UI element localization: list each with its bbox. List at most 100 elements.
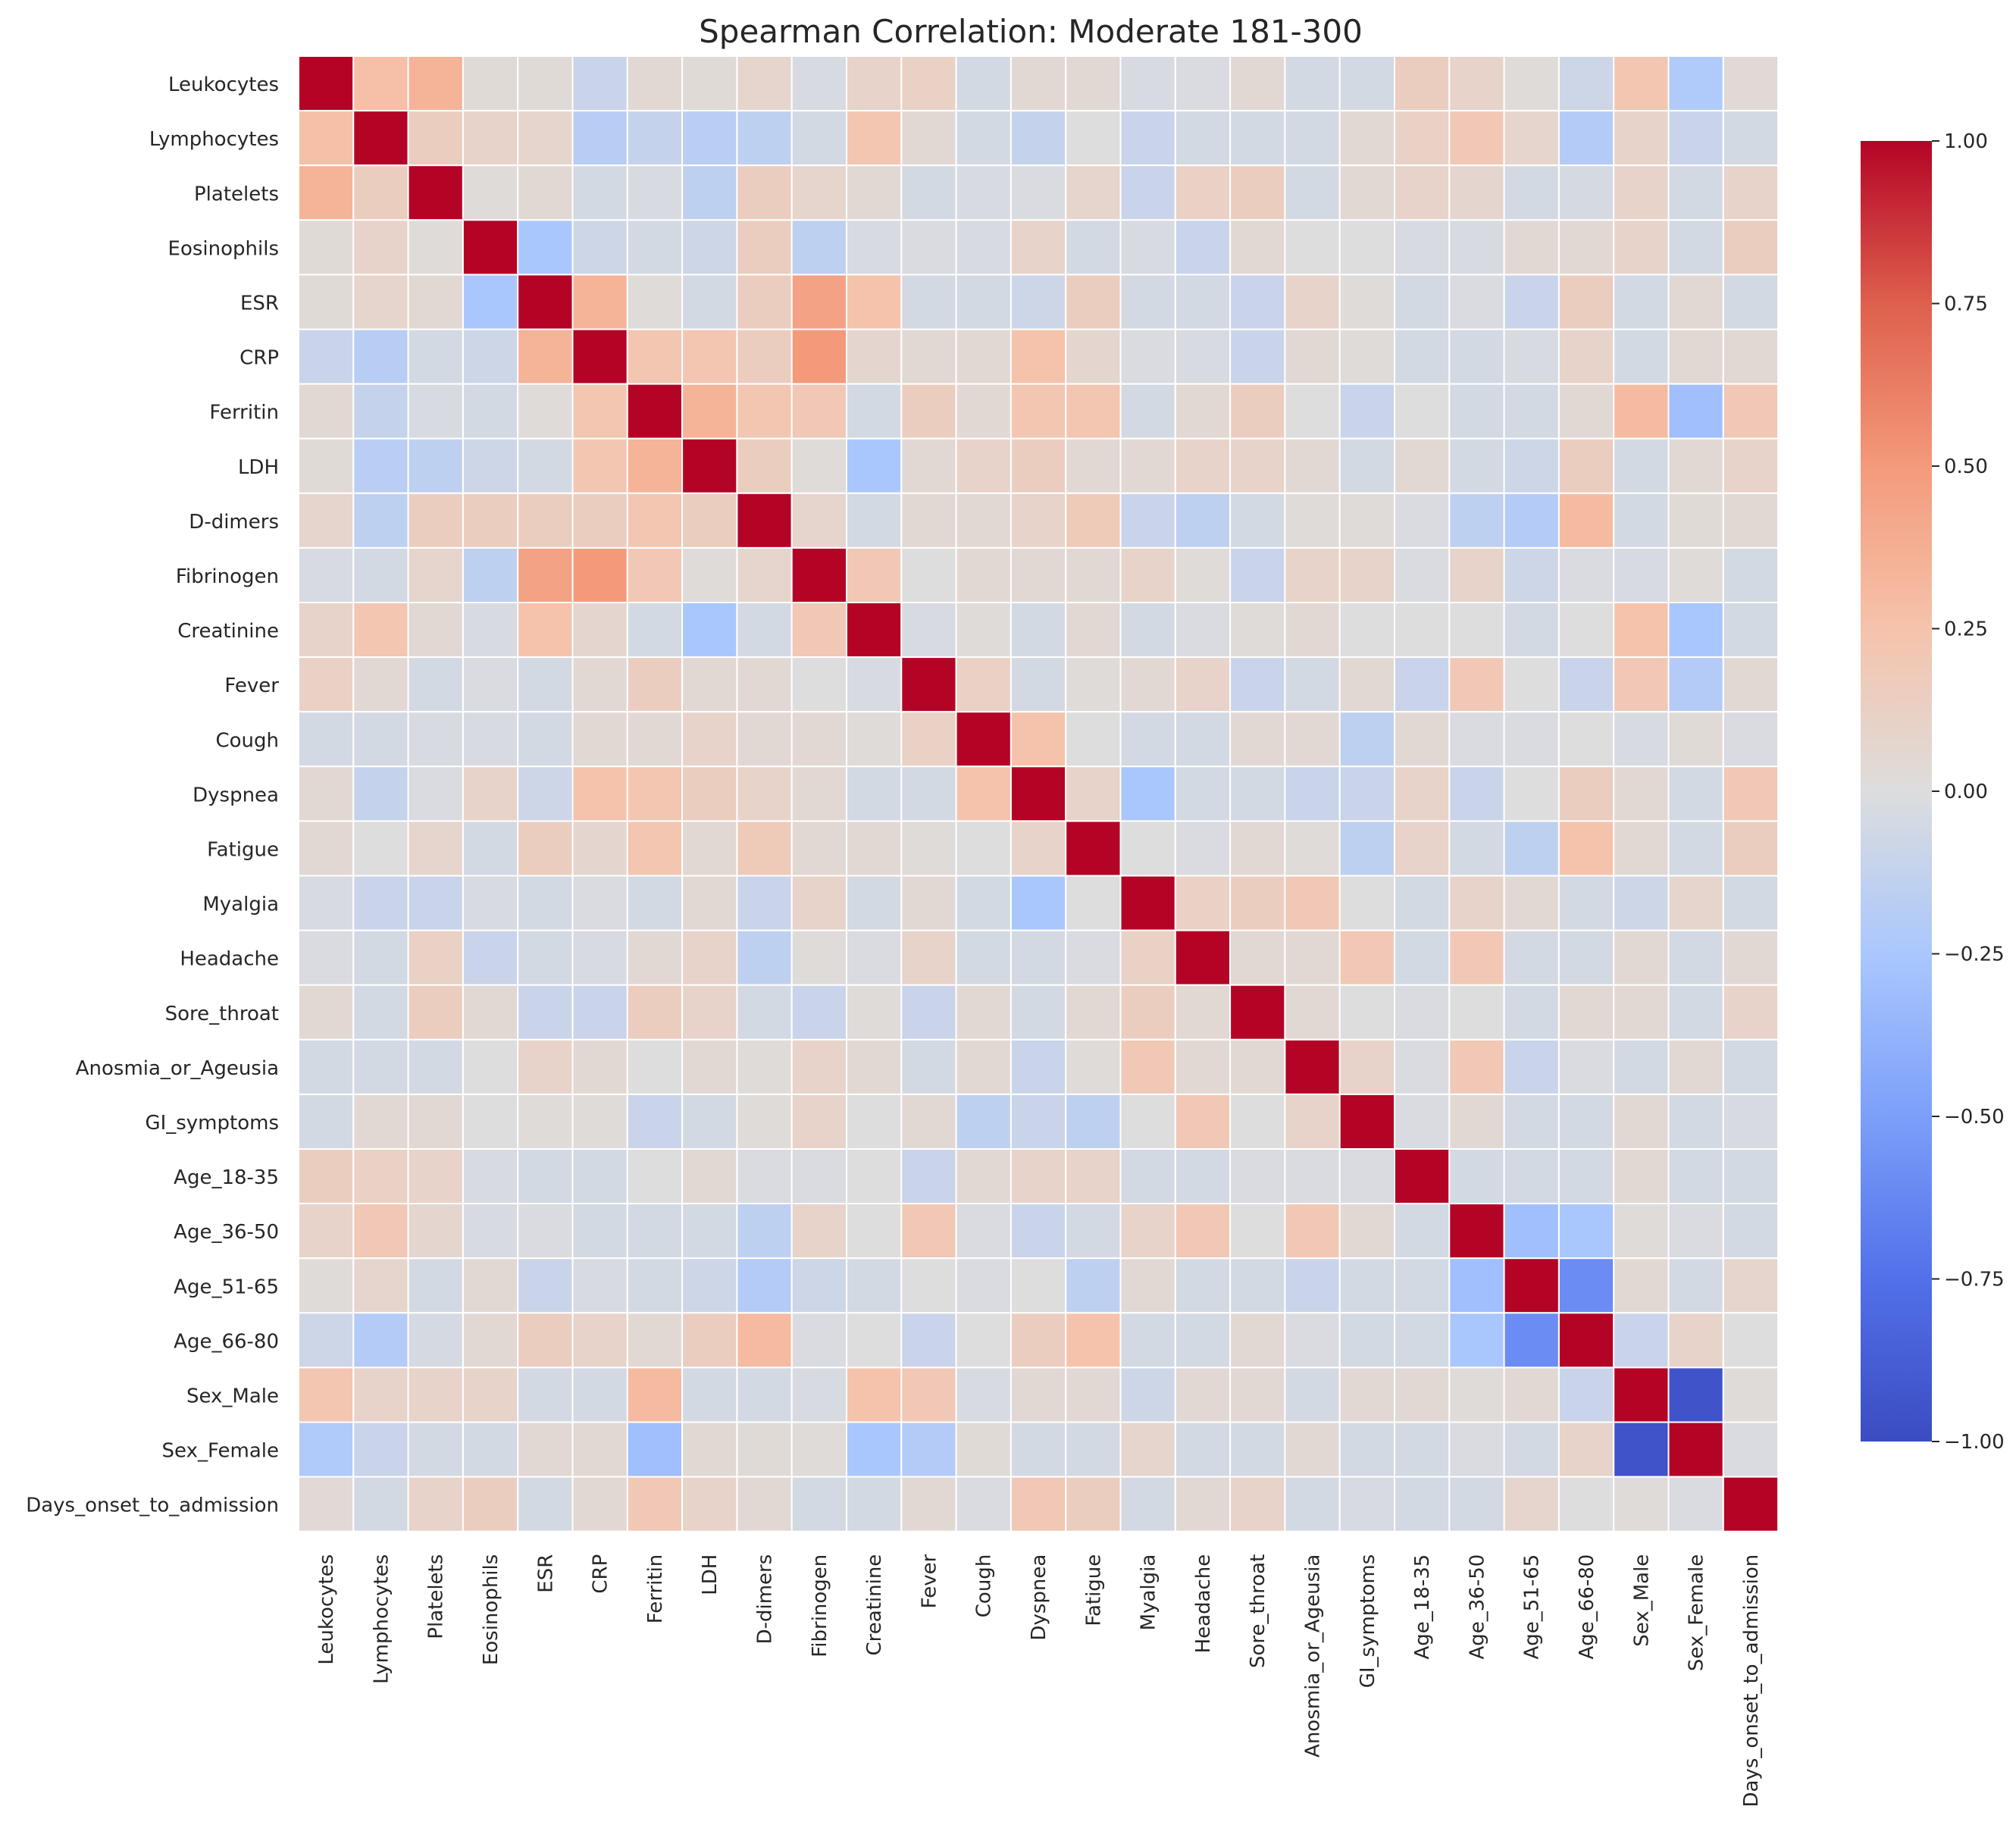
heatmap-cell: CRP × Lymphocytes: -0.18 (352, 328, 409, 385)
heatmap-cell: Age_36-50 × Eosinophils: -0.03 (462, 1203, 519, 1260)
heatmap-cell: LDH × Cough: 0.10 (955, 437, 1012, 494)
heatmap-cell: Headache × Sore_throat: 0.05 (1229, 929, 1286, 986)
heatmap-cell: Leukocytes × Days_onset_to_admission: 0.… (1722, 55, 1780, 112)
heatmap-cell: Sex_Male × GI_symptoms: 0.05 (1338, 1366, 1395, 1423)
heatmap-cell: Anosmia_or_Ageusia × Platelets: -0.05 (407, 1038, 464, 1095)
heatmap-cell: D-dimers × Cough: 0.05 (955, 492, 1012, 549)
heatmap-cell: Dyspnea × Fever: -0.05 (900, 765, 957, 822)
heatmap-cell: ESR × Platelets: 0.05 (407, 274, 464, 330)
x-tick-label: Fever (918, 1554, 941, 1608)
heatmap-cell: Myalgia × LDH: 0.05 (681, 875, 738, 931)
heatmap-cell: Lymphocytes × Lymphocytes: 1.00 (352, 110, 409, 167)
heatmap-cell: Age_51-65 × Days_onset_to_admission: 0.0… (1722, 1257, 1780, 1314)
heatmap-cell: ESR × Age_36-50: -0.02 (1448, 274, 1505, 330)
heatmap-cell: GI_symptoms × GI_symptoms: 1.00 (1338, 1093, 1395, 1150)
heatmap-cell: Age_51-65 × Fever: 0.00 (900, 1257, 957, 1314)
heatmap-cell: Sex_Male × Age_18-35: 0.05 (1394, 1366, 1451, 1423)
heatmap-cell: Cough × Ferritin: 0.05 (626, 711, 684, 768)
heatmap-cell: Creatinine × Creatinine: 1.00 (846, 602, 903, 659)
heatmap-cell: Age_36-50 × GI_symptoms: 0.05 (1338, 1203, 1395, 1260)
colorbar-tick-label: 0.75 (1944, 293, 1988, 316)
heatmap-cell: Fibrinogen × Fibrinogen: 1.00 (790, 546, 847, 604)
heatmap-cell: ESR × Leukocytes: 0.03 (298, 274, 355, 330)
heatmap-cell: Headache × CRP: -0.03 (571, 929, 628, 986)
heatmap-cell: Age_66-80 × Age_36-50: -0.25 (1448, 1312, 1505, 1369)
x-tick-label: Age_18-35 (1411, 1554, 1434, 1660)
heatmap-cell: Fever × Age_18-35: -0.10 (1394, 656, 1451, 713)
heatmap-cell: Creatinine × Anosmia_or_Ageusia: 0.05 (1284, 602, 1341, 659)
heatmap-cell: Headache × Sex_Female: -0.05 (1667, 929, 1724, 986)
heatmap-cell: D-dimers × Sex_Female: 0.03 (1667, 492, 1724, 549)
heatmap-cell: Fatigue × Creatinine: 0.05 (846, 820, 903, 877)
heatmap-cell: ESR × Age_18-35: -0.05 (1394, 274, 1451, 330)
heatmap-cell: Headache × Platelets: 0.12 (407, 929, 464, 986)
heatmap-cell: Eosinophils × Fever: -0.02 (900, 219, 957, 276)
heatmap-cell: LDH × Age_18-35: 0.05 (1394, 437, 1451, 494)
heatmap-cell: Creatinine × Age_18-35: 0.00 (1394, 602, 1451, 659)
heatmap-cell: Headache × Eosinophils: -0.10 (462, 929, 519, 986)
heatmap-cell: Myalgia × Anosmia_or_Ageusia: 0.20 (1284, 875, 1341, 931)
heatmap-cell: ESR × Fever: -0.05 (900, 274, 957, 330)
heatmap-cell: Sex_Female × Age_66-80: 0.10 (1557, 1421, 1615, 1478)
heatmap-cell: Fibrinogen × Age_18-35: -0.02 (1394, 546, 1451, 604)
heatmap-cell: Anosmia_or_Ageusia × ESR: 0.10 (517, 1038, 574, 1095)
y-tick-label: GI_symptoms (145, 1112, 279, 1135)
heatmap-cell: Anosmia_or_Ageusia × Dyspnea: -0.10 (1010, 1038, 1067, 1095)
heatmap-cell: Age_51-65 × Age_51-65: 1.00 (1503, 1257, 1560, 1314)
heatmap-cell: Leukocytes × GI_symptoms: -0.05 (1338, 55, 1395, 112)
colorbar: 1.00 0.75 0.50 0.25 0.00 −0.25 −0.50 −0.75 −1.00 (1861, 130, 2005, 1454)
heatmap-cell: Myalgia × ESR: -0.05 (517, 875, 574, 931)
heatmap-cell: Days_onset_to_admission × Myalgia: -0.05 (1119, 1476, 1176, 1532)
heatmap-cell: ESR × LDH: -0.05 (681, 274, 738, 330)
heatmap-cell: Sore_throat × Age_51-65: -0.05 (1503, 984, 1560, 1041)
heatmap-cell: GI_symptoms × Fatigue: -0.15 (1065, 1093, 1122, 1150)
heatmap-cell: Headache × Fibrinogen: 0.02 (790, 929, 847, 986)
heatmap-cell: Age_66-80 × Age_66-80: 1.00 (1557, 1312, 1615, 1369)
heatmap-cell: Leukocytes × CRP: -0.10 (571, 55, 628, 112)
heatmap-cell: CRP × Sex_Male: -0.05 (1613, 328, 1670, 385)
heatmap-cell: CRP × Creatinine: 0.07 (846, 328, 903, 385)
heatmap-cell: Eosinophils × Creatinine: -0.03 (846, 219, 903, 276)
heatmap-cell: Platelets × D-dimers: 0.15 (736, 164, 793, 221)
heatmap-cell: Sore_throat × Lymphocytes: -0.05 (352, 984, 409, 1041)
heatmap-cell: Myalgia × Sore_throat: 0.15 (1229, 875, 1286, 931)
heatmap-cell: ESR × Sex_Male: -0.05 (1613, 274, 1670, 330)
heatmap-cell: Headache × Dyspnea: -0.05 (1010, 929, 1067, 986)
heatmap-cell: Sore_throat × Sex_Female: -0.05 (1667, 984, 1724, 1041)
heatmap-cell: Fatigue × Age_18-35: 0.10 (1394, 820, 1451, 877)
colorbar-tick-label: 1.00 (1944, 130, 1988, 153)
heatmap-cell: Fatigue × Age_36-50: -0.05 (1448, 820, 1505, 877)
heatmap-cell: Creatinine × Cough: 0.02 (955, 602, 1012, 659)
heatmap-cell: Age_18-35 × GI_symptoms: -0.02 (1338, 1148, 1395, 1205)
heatmap-cell: Fever × Cough: 0.12 (955, 656, 1012, 713)
heatmap-cell: Age_51-65 × Platelets: -0.05 (407, 1257, 464, 1314)
heatmap-cell: GI_symptoms × Leukocytes: -0.05 (298, 1093, 355, 1150)
heatmap-cell: Days_onset_to_admission × Age_36-50: -0.… (1448, 1476, 1505, 1532)
heatmap-cell: Cough × Leukocytes: -0.05 (298, 711, 355, 768)
heatmap-cell: Fibrinogen × Cough: 0.05 (955, 546, 1012, 604)
heatmap-cell: Fever × Platelets: -0.05 (407, 656, 464, 713)
heatmap-cell: Fatigue × Lymphocytes: 0.00 (352, 820, 409, 877)
heatmap-cell: Age_36-50 × Sex_Male: 0.02 (1613, 1203, 1670, 1260)
heatmap-cell: Platelets × LDH: -0.15 (681, 164, 738, 221)
heatmap-cell: Sex_Male × Days_onset_to_admission: 0.02 (1722, 1366, 1780, 1423)
y-tick-label: ESR (240, 292, 279, 315)
heatmap-cell: Age_66-80 × Ferritin: 0.05 (626, 1312, 684, 1369)
heatmap-cell: Age_66-80 × Age_51-65: -0.60 (1503, 1312, 1560, 1369)
heatmap-cell: Age_36-50 × Ferritin: -0.05 (626, 1203, 684, 1260)
heatmap-cell: Sex_Male × Fever: 0.20 (900, 1366, 957, 1423)
heatmap-cell: ESR × Lymphocytes: 0.08 (352, 274, 409, 330)
heatmap-cell: Eosinophils × Dyspnea: 0.10 (1010, 219, 1067, 276)
heatmap-cell: Myalgia × CRP: -0.02 (571, 875, 628, 931)
heatmap-cell: LDH × Headache: 0.10 (1174, 437, 1232, 494)
heatmap-cell: ESR × Ferritin: 0.02 (626, 274, 684, 330)
heatmap-cell: Days_onset_to_admission × GI_symptoms: -… (1338, 1476, 1395, 1532)
heatmap-cell: Fibrinogen × Myalgia: 0.10 (1119, 546, 1176, 604)
heatmap-cell: CRP × Anosmia_or_Ageusia: 0.05 (1284, 328, 1341, 385)
heatmap-cell: LDH × Platelets: -0.15 (407, 437, 464, 494)
heatmap-cell: Fatigue × D-dimers: 0.18 (736, 820, 793, 877)
heatmap-cell: Ferritin × Sore_throat: 0.15 (1229, 383, 1286, 440)
heatmap-cell: Age_66-80 × Days_onset_to_admission: 0.0… (1722, 1312, 1780, 1369)
heatmap-cell: Sex_Female × Age_51-65: -0.05 (1503, 1421, 1560, 1478)
